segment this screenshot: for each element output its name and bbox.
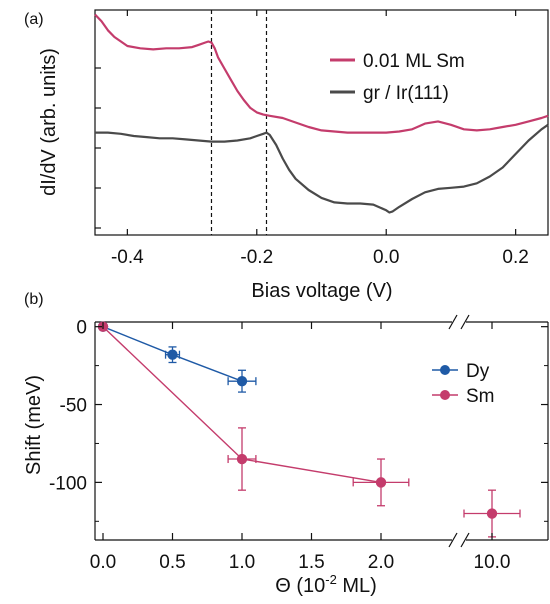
data-point-dy-1 xyxy=(167,349,178,360)
data-point-sm-2 xyxy=(375,477,387,488)
legend-marker-sm xyxy=(440,390,450,400)
data-point-sm-1 xyxy=(236,453,248,465)
axis-break-mark-1-b xyxy=(460,532,470,548)
panel-b-x-axis-label-symbol: Θ (10 xyxy=(275,575,325,597)
axis-break-mark-1-a xyxy=(448,532,458,548)
x-tick-label-b-3: 1.5 xyxy=(298,552,324,573)
data-point-sm-3 xyxy=(486,508,498,519)
x-tick-label-b-0: 0.0 xyxy=(90,552,116,573)
x-tick-label-b-4: 2.0 xyxy=(368,552,394,573)
panel-a-label: (a) xyxy=(24,11,44,28)
x-tick-label-b-1: 0.5 xyxy=(159,552,185,573)
legend-marker-dy xyxy=(440,365,450,375)
panel-b-label: (b) xyxy=(24,291,44,308)
panel-a-legend: 0.01 ML Sm gr / Ir(111) xyxy=(330,51,465,104)
x-tick-label-b-2: 1.0 xyxy=(229,552,255,573)
legend-label-sm: Sm xyxy=(466,386,495,407)
panel-b-legend: Dy Sm xyxy=(432,361,495,407)
y-tick-label-b-1: -50 xyxy=(60,396,87,417)
panel-b-x-axis-label-exponent: -2 xyxy=(325,572,337,587)
panel-b: (b) 0 -50 -100 0.0 0.5 1.0 1.5 2.0 10.0 Θ (10-2… xyxy=(23,291,549,597)
y-tick-label-b-2: -100 xyxy=(49,473,87,494)
panel-a: (a) -0.4 -0.2 0.0 0.2 Bias voltage (V) dI/d… xyxy=(24,9,549,302)
x-tick-label-a-0: -0.4 xyxy=(111,247,144,268)
x-tick-label-a-1: -0.2 xyxy=(240,247,273,268)
data-point-dy-2 xyxy=(236,375,248,387)
panel-a-plot-frame xyxy=(94,9,549,236)
panel-b-x-axis-label: Θ (10-2 ML) xyxy=(275,572,377,597)
x-tick-label-a-2: 0.0 xyxy=(373,247,399,268)
spectrum-curve-1 xyxy=(95,123,549,214)
legend-label-graphene-curve: gr / Ir(111) xyxy=(363,83,449,104)
axis-break-mark-0-b xyxy=(460,314,470,330)
panel-b-x-axis-label-unit: ML) xyxy=(337,575,377,597)
y-tick-label-b-0: 0 xyxy=(76,318,87,339)
legend-label-dy: Dy xyxy=(466,361,490,382)
panel-a-x-axis-label: Bias voltage (V) xyxy=(251,280,392,302)
x-tick-label-b-5: 10.0 xyxy=(474,552,511,573)
axis-break-mark-0-a xyxy=(448,314,458,330)
spectrum-curve-0 xyxy=(94,13,549,134)
panel-b-y-axis-label: Shift (meV) xyxy=(23,375,45,475)
panel-a-y-axis-label: dI/dV (arb. units) xyxy=(38,48,60,196)
x-tick-label-a-3: 0.2 xyxy=(502,247,528,268)
legend-label-sm-curve: 0.01 ML Sm xyxy=(363,51,465,72)
